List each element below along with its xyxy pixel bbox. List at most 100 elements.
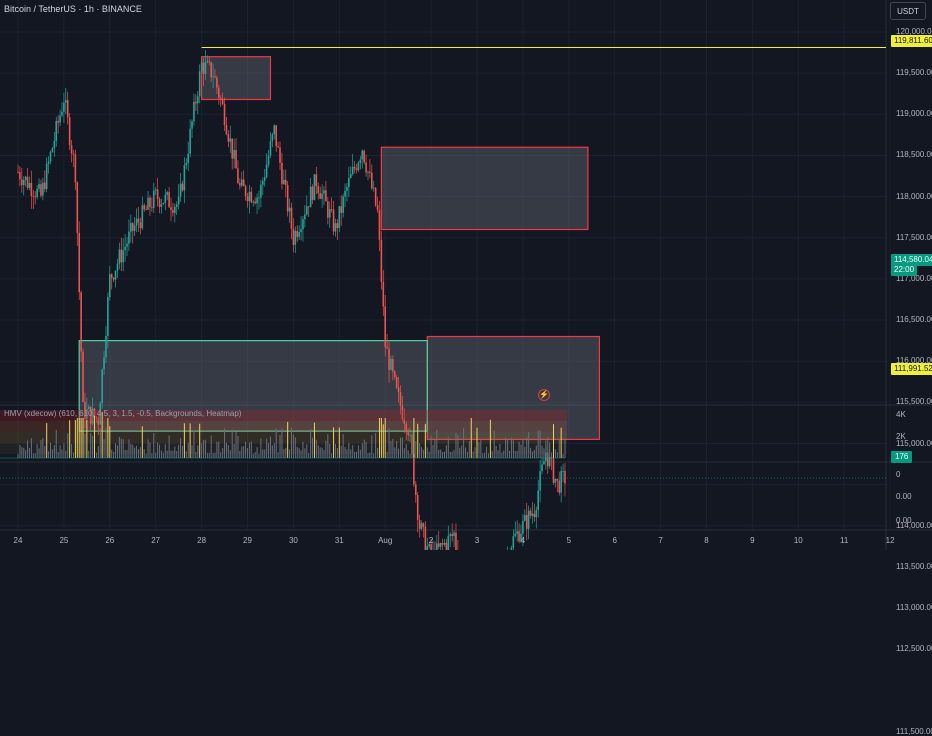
zones-layer: [78, 56, 601, 440]
candle-body: [116, 263, 119, 271]
volume-bar: [168, 435, 170, 458]
candle-body: [141, 205, 144, 229]
candle-body: [317, 185, 320, 194]
candle-body: [110, 274, 113, 278]
candle-body: [185, 162, 188, 166]
volume-bar: [333, 427, 335, 458]
volume-bar: [556, 452, 558, 458]
volume-bar: [327, 434, 329, 458]
candle-body: [17, 171, 19, 173]
volume-bar: [553, 424, 554, 458]
candle-body: [28, 182, 31, 188]
volume-bar: [279, 435, 281, 458]
volume-bar: [283, 449, 285, 458]
candle-body: [363, 150, 365, 163]
candle-body: [198, 71, 201, 97]
volume-bar: [84, 433, 86, 458]
candle-body: [218, 87, 220, 98]
volume-bar: [350, 449, 352, 458]
volume-bar: [436, 429, 438, 458]
volume-bar: [67, 433, 69, 458]
candle-body: [275, 125, 277, 147]
candle-body: [166, 192, 168, 195]
candle-body: [269, 141, 272, 156]
candle-body: [349, 174, 352, 178]
volume-bar: [522, 438, 524, 458]
volume-bar: [401, 437, 403, 458]
volume-bar: [214, 452, 216, 458]
candle-body: [89, 406, 92, 424]
candle-body: [288, 207, 291, 212]
volume-bar: [430, 436, 432, 458]
volume-bar: [216, 441, 218, 458]
candle-body: [154, 189, 157, 191]
candle-body: [240, 179, 243, 186]
candle-body: [319, 193, 321, 199]
volume-bar: [65, 450, 67, 458]
volume-bar: [122, 439, 124, 458]
candle-body: [189, 128, 191, 154]
candle-body: [424, 526, 427, 550]
time-axis-label: 31: [334, 536, 344, 545]
volume-bar: [76, 418, 78, 458]
volume-bar: [157, 442, 159, 458]
candle-body: [535, 510, 538, 518]
volume-bar: [539, 430, 541, 458]
price-axis-label: 113,500.00: [896, 561, 932, 571]
volume-bar: [285, 447, 287, 458]
candle-body: [181, 183, 184, 191]
time-axis-label: 11: [840, 536, 849, 545]
volume-bar: [136, 445, 138, 458]
volume-bar: [344, 447, 346, 458]
candle-body: [531, 513, 534, 516]
volume-bar: [40, 440, 42, 458]
candle-body: [390, 359, 392, 370]
lightning-icon[interactable]: ⚡: [538, 389, 550, 401]
candle-body: [399, 392, 402, 406]
volume-bar: [449, 451, 451, 458]
volume-bar: [520, 444, 522, 458]
volume-bar: [549, 442, 551, 458]
candle-body: [405, 423, 408, 433]
volume-bar: [369, 452, 371, 458]
candle-body: [321, 193, 323, 199]
indicator-title[interactable]: HMV (xdecow) (610, 610, 4.5, 3, 1.5, -0.…: [4, 409, 242, 418]
volume-bar: [206, 452, 208, 458]
volume-bar: [36, 443, 38, 458]
candle-body: [284, 179, 287, 185]
candle-body: [164, 194, 167, 203]
volume-bar: [411, 430, 413, 458]
volume-bar: [225, 442, 227, 458]
volume-bar: [432, 444, 434, 458]
volume-bar: [27, 440, 29, 458]
price-chart[interactable]: [0, 0, 932, 550]
volume-bar: [97, 446, 99, 458]
volume-bar: [336, 448, 338, 458]
volume-bar: [231, 429, 233, 458]
candle-body: [49, 152, 52, 162]
volume-bar: [264, 449, 266, 458]
volume-bar: [222, 448, 224, 458]
currency-button[interactable]: USDT: [890, 2, 926, 20]
symbol-title[interactable]: Bitcoin / TetherUS · 1h · BINANCE: [4, 4, 142, 14]
candle-body: [294, 231, 297, 245]
volume-bar: [560, 427, 562, 458]
volume-bar: [463, 428, 465, 458]
time-axis-label: 29: [243, 536, 252, 545]
candle-body: [524, 514, 526, 521]
volume-bar: [23, 447, 25, 458]
volume-bar: [482, 453, 484, 458]
candle-body: [386, 346, 388, 349]
candle-body: [183, 165, 186, 191]
volume-heat-band: [0, 443, 567, 454]
volume-bar: [180, 438, 182, 458]
candle-body: [392, 359, 394, 372]
time-axis-label: 4: [520, 536, 526, 545]
candle-body: [210, 62, 212, 78]
candle-body: [36, 188, 38, 198]
candle-body: [271, 134, 274, 142]
volume-bar: [476, 427, 478, 458]
volume-bar: [524, 446, 526, 458]
volume-layer: [0, 410, 567, 459]
volume-bar: [197, 445, 199, 458]
